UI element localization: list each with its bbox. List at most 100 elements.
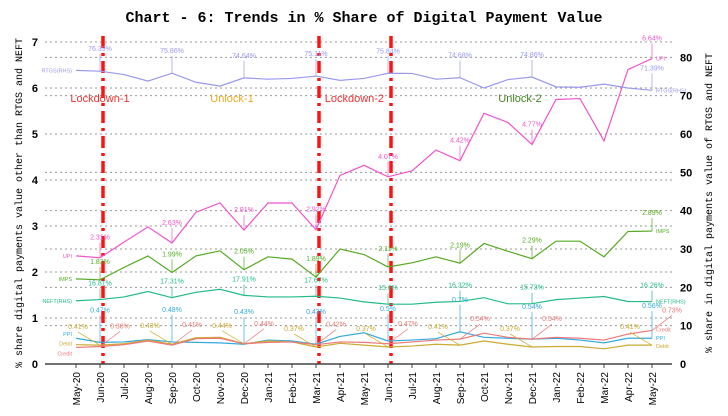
- y2-tick-label: 40: [680, 206, 692, 218]
- annotation-leader: [77, 331, 101, 346]
- data-label: 0.41%: [182, 322, 202, 329]
- x-tick-label: Nov-21: [504, 372, 515, 405]
- x-tick-label: Aug-21: [432, 372, 443, 405]
- data-label: 0.38%: [110, 324, 130, 331]
- phase-label: Unlock-2: [498, 93, 541, 105]
- x-tick-label: Sep-21: [456, 372, 467, 405]
- data-label: 1.83%: [90, 259, 110, 266]
- x-tick-label: Apr-21: [336, 372, 347, 402]
- data-label: 0.48%: [162, 307, 182, 314]
- annotation-leader: [459, 323, 481, 340]
- y2-tick-label: 50: [680, 167, 692, 179]
- x-tick-label: Jul-21: [408, 372, 419, 400]
- data-label: 0.41%: [68, 324, 88, 331]
- annotation-leader: [99, 331, 121, 347]
- series-start-label: Debit: [59, 342, 72, 348]
- data-label: 0.44%: [212, 323, 232, 330]
- annotation-leader: [531, 323, 553, 340]
- annotation-leader: [629, 331, 653, 346]
- data-label: 2.89%: [642, 210, 662, 217]
- x-tick-label: May-21: [360, 372, 371, 406]
- data-label: 0.43%: [234, 309, 254, 316]
- series-line-neft: [75, 288, 653, 305]
- y-tick-label: 0: [32, 359, 38, 371]
- data-label: 4.07%: [378, 154, 398, 161]
- annotation-leader: [437, 331, 461, 346]
- data-label: 2.11%: [378, 246, 397, 253]
- y2-tick-label: 20: [680, 282, 692, 294]
- annotation-leader: [387, 328, 409, 345]
- data-label: 0.73%: [662, 307, 682, 314]
- data-label: 2.92%: [306, 207, 326, 214]
- data-label: 16.26%: [640, 283, 664, 290]
- x-tick-label: Mar-21: [312, 372, 323, 404]
- data-label: 1.99%: [162, 251, 182, 258]
- y2-tick-label: 60: [680, 129, 692, 141]
- y-tick-label: 5: [32, 129, 38, 141]
- data-label: 74.68%: [448, 53, 472, 60]
- x-tick-label: Jul-20: [120, 372, 131, 400]
- series-end-label: RTGS(RHS): [656, 88, 687, 94]
- series-start-label: UPI: [63, 254, 73, 260]
- x-tick-label: Feb-22: [576, 372, 587, 404]
- series-end-label: PPI: [656, 336, 665, 342]
- series-start-label: NEFT(RHS): [42, 299, 72, 305]
- x-tick-label: May-22: [648, 372, 659, 406]
- x-tick-label: Jun-21: [384, 372, 395, 403]
- data-label: 75.11%: [304, 51, 327, 58]
- data-label: 75.84%: [376, 48, 400, 55]
- data-label: 2.31%: [90, 235, 110, 242]
- series-start-label: RTGS(RHS): [42, 68, 73, 74]
- y-tick-label: 4: [32, 175, 39, 187]
- data-label: 0.43%: [306, 309, 326, 316]
- data-label: 17.67%: [304, 277, 328, 284]
- data-label: 71.39%: [640, 65, 664, 72]
- data-label: 17.91%: [232, 276, 256, 283]
- data-label: 0.44%: [254, 321, 274, 328]
- data-label: 0.37%: [284, 326, 304, 333]
- data-label: 15.6%: [378, 285, 398, 292]
- x-tick-label: Oct-21: [480, 372, 491, 402]
- data-label: 0.54%: [470, 316, 490, 323]
- data-label: 1.89%: [306, 256, 326, 263]
- data-label: 0.37%: [356, 326, 376, 333]
- data-label: 2.29%: [522, 238, 542, 245]
- x-tick-label: Sep-20: [168, 372, 179, 405]
- y2-tick-label: 30: [680, 244, 692, 256]
- series-end-label: Credit: [656, 327, 671, 333]
- annotation-leader: [651, 315, 673, 331]
- annotation-leader: [365, 333, 389, 348]
- series-start-label: Credit: [57, 351, 72, 357]
- series-end-label: NEFT(RHS): [656, 300, 686, 306]
- data-label: 0.42%: [326, 322, 346, 329]
- data-label: 0.37%: [500, 326, 520, 333]
- y2-tick-label: 0: [680, 359, 686, 371]
- series-end-label: IMPS: [656, 229, 670, 235]
- annotation-leader: [243, 328, 265, 345]
- x-tick-label: Apr-22: [624, 372, 635, 402]
- x-tick-label: Aug-20: [144, 372, 155, 405]
- y-tick-label: 3: [32, 221, 38, 233]
- data-label: 16.81%: [88, 281, 112, 288]
- y-tick-label: 7: [32, 37, 38, 49]
- series-start-label: IMPS: [59, 277, 73, 283]
- data-label: 15.73%: [520, 285, 544, 292]
- x-tick-label: Dec-21: [528, 372, 539, 405]
- data-label: 4.77%: [522, 122, 542, 129]
- x-tick-label: Oct-20: [192, 372, 203, 402]
- phase-label: Lockdown-2: [325, 93, 384, 105]
- x-tick-label: Jan-22: [552, 372, 563, 403]
- y2-tick-label: 10: [680, 321, 692, 333]
- annotation-leader: [315, 329, 337, 345]
- data-label: 76.39%: [88, 46, 112, 53]
- data-label: 16.32%: [448, 282, 472, 289]
- y-tick-label: 6: [32, 83, 38, 95]
- x-tick-label: May-20: [72, 372, 83, 406]
- data-label: 0.43%: [140, 323, 160, 330]
- data-label: 2.19%: [450, 242, 470, 249]
- data-label: 2.63%: [162, 220, 182, 227]
- y2-tick-label: 70: [680, 91, 692, 103]
- chart-title: Chart - 6: Trends in % Share of Digital …: [125, 10, 602, 27]
